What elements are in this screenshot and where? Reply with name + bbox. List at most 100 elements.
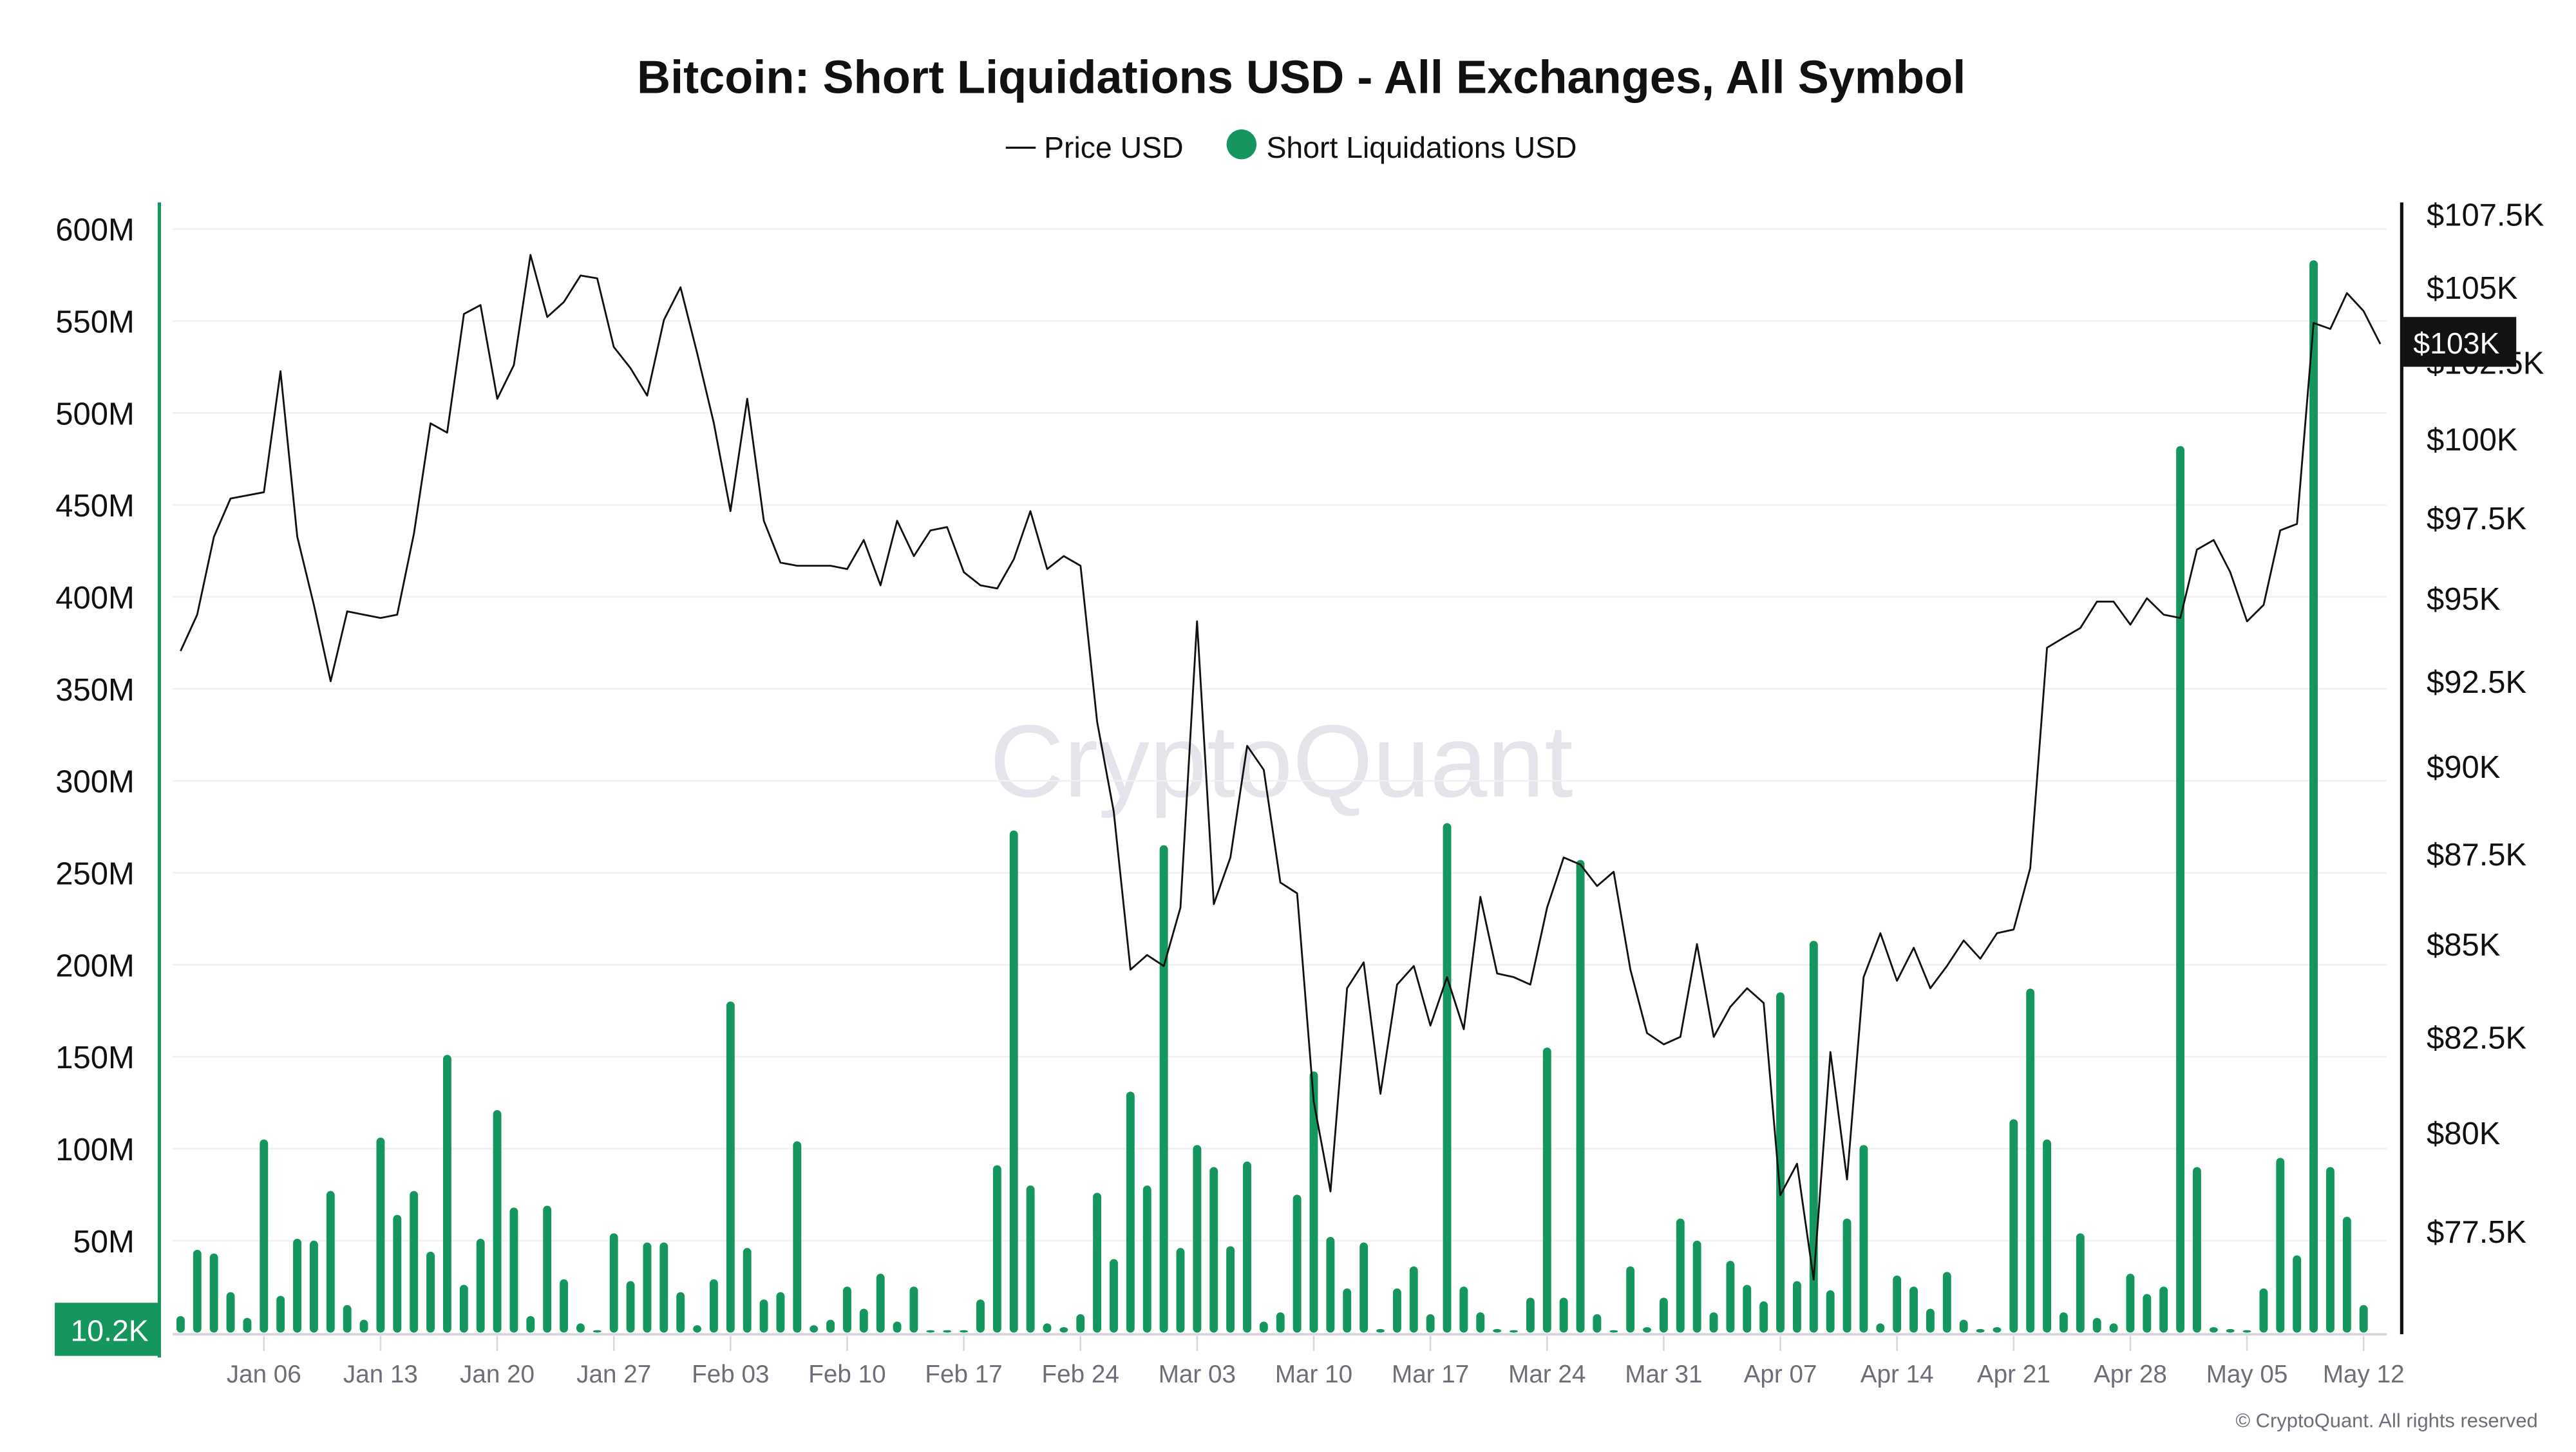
left-axis-tick-label: 150M (55, 1041, 134, 1075)
liquidation-bar (1976, 1328, 1985, 1333)
liquidation-bar (1542, 1047, 1551, 1333)
liquidation-bar (810, 1325, 819, 1333)
x-axis-tick-label: Apr 21 (1977, 1361, 2050, 1388)
left-axis-tick-label: 300M (55, 765, 134, 800)
liquidation-bar (1626, 1266, 1635, 1333)
liquidation-bar (1176, 1248, 1185, 1333)
liquidation-bar (2159, 1287, 2168, 1333)
liquidation-bar (710, 1279, 718, 1333)
x-axis-tick-label: Mar 17 (1392, 1361, 1469, 1388)
x-axis-labels: Jan 06 Jan 13 Jan 20 Jan 27 Feb 03 Feb 10 Feb … (227, 1361, 2405, 1388)
liquidation-bar (1609, 1330, 1618, 1333)
liquidation-bar (2342, 1216, 2351, 1333)
liquidation-bar (1893, 1276, 1902, 1333)
liquidation-bar (426, 1251, 435, 1333)
liquidation-bar (343, 1305, 352, 1333)
liquidation-bar (1593, 1314, 1602, 1333)
liquidation-bar (843, 1287, 851, 1333)
liquidation-bar (643, 1242, 652, 1333)
liquidation-bar (960, 1330, 969, 1333)
right-axis-tick-label: $82.5K (2427, 1021, 2527, 1055)
copyright: © CryptoQuant. All rights reserved (2235, 1409, 2537, 1431)
left-axis-tick-label: 450M (55, 489, 134, 523)
liquidation-bars (176, 260, 2368, 1333)
liquidation-bar (2176, 446, 2185, 1333)
liquidation-bar (1909, 1287, 1918, 1333)
liquidation-bar (359, 1319, 368, 1333)
liquidation-bar (2126, 1274, 2135, 1333)
x-axis-tick-label: Feb 17 (925, 1361, 1002, 1388)
liquidation-bar (1743, 1285, 1752, 1333)
left-current-value: 10.2K (71, 1314, 149, 1347)
liquidation-bar (1792, 1281, 1801, 1333)
liquidation-bar (2143, 1294, 2152, 1333)
x-axis-tick-label: May 12 (2323, 1361, 2405, 1388)
liquidation-bar (276, 1296, 285, 1333)
x-axis-tick-label: Apr 07 (1744, 1361, 1817, 1388)
liquidation-bar (992, 1165, 1001, 1333)
legend: Price USD Short Liquidations USD (1005, 129, 1577, 164)
liquidation-bar (1426, 1314, 1435, 1333)
liquidation-bar (459, 1285, 468, 1333)
liquidation-bar (209, 1253, 218, 1333)
liquidation-bar (859, 1308, 868, 1333)
liquidation-bar (1559, 1297, 1568, 1333)
liquidation-bar (1293, 1194, 1302, 1333)
liquidation-bar (1826, 1290, 1835, 1333)
liquidation-bar (393, 1214, 402, 1333)
liquidation-bar (1959, 1319, 1968, 1333)
liquidation-bar (543, 1205, 552, 1333)
right-axis-tick-label: $85K (2427, 928, 2501, 963)
x-axis-tick-label: Jan 20 (460, 1361, 535, 1388)
liquidation-bar (1476, 1312, 1485, 1333)
liquidation-bar (776, 1292, 785, 1333)
liquidation-bar (1859, 1145, 1868, 1333)
liquidation-bar (2309, 260, 2318, 1333)
liquidation-bar (1359, 1242, 1368, 1333)
liquidation-bar (1709, 1312, 1718, 1333)
liquidation-bar (1392, 1288, 1401, 1333)
liquidation-bar (1459, 1287, 1468, 1333)
x-axis-tick-label: Feb 10 (808, 1361, 886, 1388)
right-axis-tick-label: $100K (2427, 423, 2518, 458)
liquidation-bar (759, 1299, 768, 1333)
price-line (180, 254, 2382, 1281)
liquidation-bar (2276, 1158, 2285, 1333)
liquidation-bar (1809, 941, 1818, 1333)
liquidation-bar (1343, 1288, 1352, 1333)
liquidation-bar (2326, 1167, 2334, 1333)
left-axis-tick-label: 600M (55, 213, 134, 248)
x-axis-tick-label: May 05 (2206, 1361, 2288, 1388)
liquidation-bar (560, 1279, 569, 1333)
liquidation-bar (1226, 1246, 1235, 1333)
liquidation-bar (243, 1317, 252, 1333)
liquidation-bar (526, 1315, 535, 1333)
liquidation-bar (2109, 1323, 2118, 1333)
liquidation-bar (2293, 1255, 2302, 1333)
x-axis-tick-label: Apr 28 (2094, 1361, 2167, 1388)
liquidation-bar (1110, 1259, 1118, 1333)
x-axis-tick-label: Jan 06 (227, 1361, 301, 1388)
left-axis-labels: 50M 100M 150M 200M 250M 300M 350M 400M 450M 500M 5… (55, 213, 134, 1259)
x-axis-tick-label: Jan 27 (576, 1361, 651, 1388)
liquidation-bar (1209, 1167, 1218, 1333)
liquidation-bar (2209, 1327, 2218, 1333)
liquidation-bar (826, 1319, 835, 1333)
right-axis-tick-label: $105K (2427, 271, 2518, 306)
liquidation-bar (2226, 1328, 2235, 1333)
liquidation-bar (2076, 1233, 2085, 1333)
liquidation-bar (1043, 1323, 1052, 1333)
left-axis-tick-label: 100M (55, 1133, 134, 1167)
liquidation-bar (1009, 830, 1018, 1333)
left-current-value-badge: 10.2K (55, 1303, 160, 1356)
liquidation-bar (1643, 1327, 1651, 1333)
liquidation-bar (1142, 1185, 1151, 1333)
liquidation-bar (1093, 1193, 1102, 1333)
liquidation-bar (193, 1250, 202, 1333)
liquidation-bar (1676, 1218, 1685, 1333)
liquidation-bar (1876, 1323, 1885, 1333)
legend-liquidations-label[interactable]: Short Liquidations USD (1266, 131, 1577, 164)
legend-price-label[interactable]: Price USD (1044, 131, 1183, 164)
liquidation-bar (1926, 1308, 1935, 1333)
liquidation-bar (2059, 1312, 2068, 1333)
